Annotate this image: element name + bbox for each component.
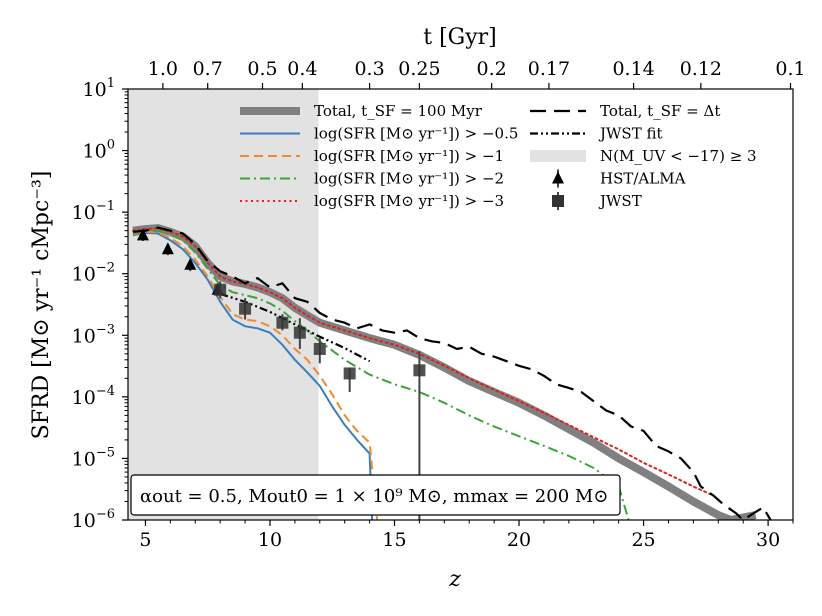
x-tick-label: 15 <box>382 529 406 551</box>
top-tick-label: 0.14 <box>612 58 654 80</box>
x-tick-label: 20 <box>507 529 531 551</box>
y-tick-label: 100 <box>83 138 115 163</box>
top-tick-label: 0.17 <box>528 58 570 80</box>
jwst-point <box>214 283 227 296</box>
jwst-point <box>276 316 289 329</box>
series-total-t-sf-t <box>132 226 772 520</box>
y-axis-label: SFRD [M⊙ yr⁻¹ cMpc⁻³] <box>29 171 54 440</box>
parameter-annotation: αout = 0.5, Mout0 = 1 × 10⁹ M⊙, mmax = 2… <box>130 474 621 516</box>
y-tick-label: 10−2 <box>72 261 115 286</box>
series-log-sfr-m-yr-3 <box>132 227 715 497</box>
annotation-box <box>130 474 621 516</box>
legend-label-total-t-sf-t: Total, t_SF = Δt <box>600 102 720 120</box>
series-log-sfr-m-yr-1 <box>132 230 379 520</box>
y-tick-label: 10−4 <box>72 384 115 409</box>
top-tick-label: 0.25 <box>398 58 440 80</box>
top-tick-label: 0.4 <box>287 58 317 80</box>
legend-label-log-sfr-m-yr-0-5: log(SFR [M⊙ yr⁻¹]) > −0.5 <box>314 125 518 143</box>
plot-frame <box>127 88 794 521</box>
legend-label-log-sfr-m-yr-1: log(SFR [M⊙ yr⁻¹]) > −1 <box>314 147 504 165</box>
top-tick-label: 0.2 <box>477 58 507 80</box>
top-axis-label: t [Gyr] <box>423 25 497 50</box>
x-axis-label: z <box>448 567 461 592</box>
legend-label-n-m-uv-17-3: N(M_UV < −17) ≥ 3 <box>600 147 757 165</box>
legend-swatch-jwst <box>552 195 564 207</box>
y-tick-label: 10−5 <box>72 445 115 470</box>
y-tick-label: 10−1 <box>72 199 115 224</box>
top-tick-label: 0.7 <box>193 58 223 80</box>
x-tick-label: 30 <box>756 529 780 551</box>
legend-label-hst-alma: HST/ALMA <box>600 170 686 188</box>
legend-label-jwst: JWST <box>598 192 642 210</box>
hst-alma-point <box>161 242 174 255</box>
legend-swatch-hst-alma <box>552 171 564 184</box>
jwst-point <box>343 367 356 380</box>
legend-label-log-sfr-m-yr-2: log(SFR [M⊙ yr⁻¹]) > −2 <box>314 170 504 188</box>
x-tick-label: 5 <box>139 529 151 551</box>
x-tick-label: 25 <box>631 529 655 551</box>
jwst-point <box>239 302 252 315</box>
jwst-point <box>313 342 326 355</box>
legend-swatch-shaded-region <box>530 150 586 162</box>
annotation-text: αout = 0.5, Mout0 = 1 × 10⁹ M⊙, mmax = 2… <box>140 486 608 507</box>
y-tick-label: 10−6 <box>72 507 115 532</box>
top-tick-label: 0.5 <box>247 58 277 80</box>
x-tick-label: 10 <box>258 529 282 551</box>
hst-alma-point <box>184 257 197 270</box>
top-tick-label: 0.12 <box>680 58 722 80</box>
jwst-point <box>413 364 426 377</box>
top-tick-label: 0.3 <box>354 58 384 80</box>
hst-alma-point <box>136 228 149 241</box>
top-tick-label: 1.0 <box>148 58 178 80</box>
legend-label-jwst-fit: JWST fit <box>598 125 663 143</box>
legend-label-log-sfr-m-yr-3: log(SFR [M⊙ yr⁻¹]) > −3 <box>314 192 504 210</box>
series-log-sfr-m-yr-0-5 <box>132 231 374 520</box>
series-log-sfr-m-yr-2 <box>132 229 630 520</box>
legend-label-total-t-sf-100-myr: Total, t_SF = 100 Myr <box>314 102 483 120</box>
jwst-point <box>293 326 306 339</box>
top-tick-label: 0.1 <box>775 58 805 80</box>
y-tick-label: 10−3 <box>72 322 115 347</box>
y-tick-label: 101 <box>83 76 115 101</box>
